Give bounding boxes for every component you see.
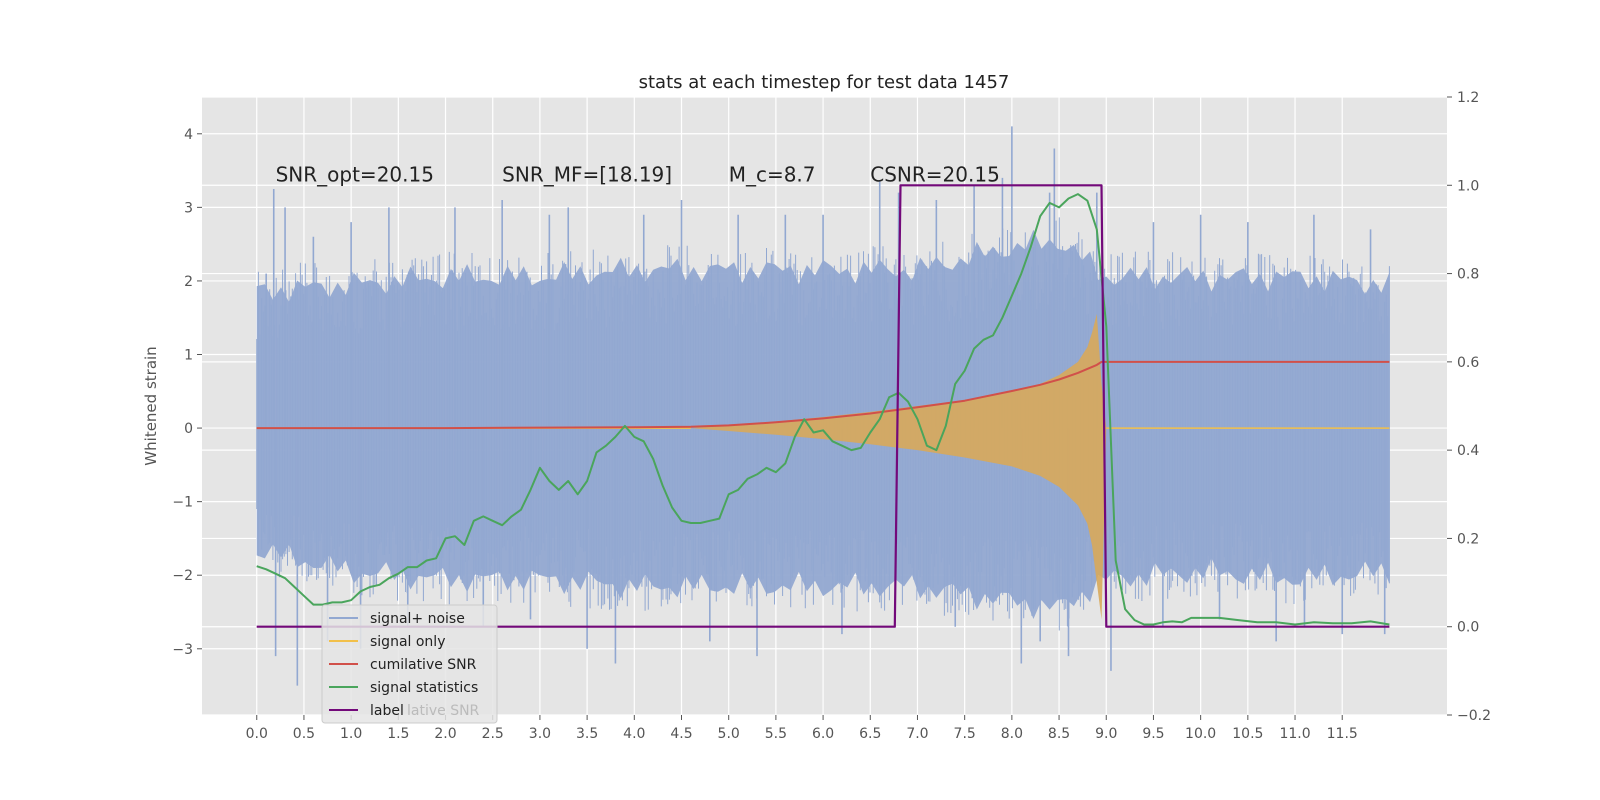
legend-ghost-label: lative SNR	[407, 703, 480, 719]
y-tick-label: 3	[184, 200, 193, 216]
x-tick-label: 5.0	[718, 726, 740, 742]
x-tick-label: 8.5	[1048, 726, 1070, 742]
y-tick-label: −2	[172, 568, 193, 584]
y2-tick-label: −0.2	[1457, 708, 1491, 724]
x-tick-label: 4.5	[670, 726, 692, 742]
x-tick-label: 3.0	[529, 726, 551, 742]
annotations: SNR_opt=20.15 SNR_MF=[18.19] M_c=8.7 CSNR=2…	[276, 163, 1000, 187]
annotation-text: SNR_opt=20.15	[276, 163, 434, 187]
y-tick-label: 4	[184, 127, 193, 143]
legend-label: cumilative SNR	[370, 657, 477, 673]
annotation-text: CSNR=20.15	[870, 163, 1000, 187]
x-tick-label: 10.0	[1185, 726, 1216, 742]
series-layer	[256, 126, 1390, 686]
x-tick-label: 2.5	[482, 726, 504, 742]
x-tick-label: 3.5	[576, 726, 598, 742]
annotation-text: M_c=8.7	[729, 163, 816, 187]
x-tick-label: 5.5	[765, 726, 787, 742]
legend: signal+ noise signal only cumilative SNR si…	[321, 604, 498, 724]
y-axis-label: Whitened strain	[142, 346, 160, 465]
series-label	[256, 184, 1390, 628]
y2-tick-label: 0.0	[1457, 620, 1479, 636]
annotation-text: SNR_MF=[18.19]	[502, 163, 672, 187]
x-tick-label: 10.5	[1232, 726, 1263, 742]
x-tick-label: 11.5	[1327, 726, 1358, 742]
y2-tick-label: 0.6	[1457, 355, 1479, 371]
x-tick-label: 11.0	[1279, 726, 1310, 742]
x-tick-label: 0.5	[293, 726, 315, 742]
x-tick-label: 6.5	[859, 726, 881, 742]
y2-tick-label: 1.2	[1457, 90, 1479, 106]
legend-label: signal only	[370, 634, 445, 650]
legend-label: signal+ noise	[370, 611, 465, 627]
legend-label: label	[370, 703, 404, 719]
y-tick-label: −3	[172, 642, 193, 658]
x-tick-label: 1.0	[340, 726, 362, 742]
x-tick-label: 2.0	[434, 726, 456, 742]
legend-label: signal statistics	[370, 680, 478, 696]
y-tick-label: 1	[184, 348, 193, 364]
y-tick-label: 2	[184, 274, 193, 290]
x-tick-label: 9.0	[1095, 726, 1117, 742]
y2-tick-label: 0.8	[1457, 267, 1479, 283]
x-tick-label: 1.5	[387, 726, 409, 742]
x-tick-label: 7.0	[906, 726, 928, 742]
x-tick-label: 9.5	[1142, 726, 1164, 742]
y-tick-label: −1	[172, 495, 193, 511]
legend-box	[321, 604, 498, 724]
x-tick-label: 7.5	[954, 726, 976, 742]
x-tick-label: 4.0	[623, 726, 645, 742]
y2-tick-label: 0.4	[1457, 443, 1479, 459]
y2-tick-label: 0.2	[1457, 531, 1479, 547]
series-signal-statistics	[256, 193, 1390, 626]
chart-title: stats at each timestep for test data 145…	[639, 72, 1010, 93]
x-tick-label: 8.0	[1001, 726, 1023, 742]
y2-tick-label: 1.0	[1457, 178, 1479, 194]
axes: 0.0 0.5 1.0 1.5 2.0 2.5 3.0 3.5 4.0 4.5 5.0 5.5 6.0 6…	[172, 90, 1491, 742]
y-tick-label: 0	[184, 421, 193, 437]
x-tick-label: 0.0	[246, 726, 268, 742]
x-tick-label: 6.0	[812, 726, 834, 742]
signal-only-envelope	[690, 314, 1107, 620]
